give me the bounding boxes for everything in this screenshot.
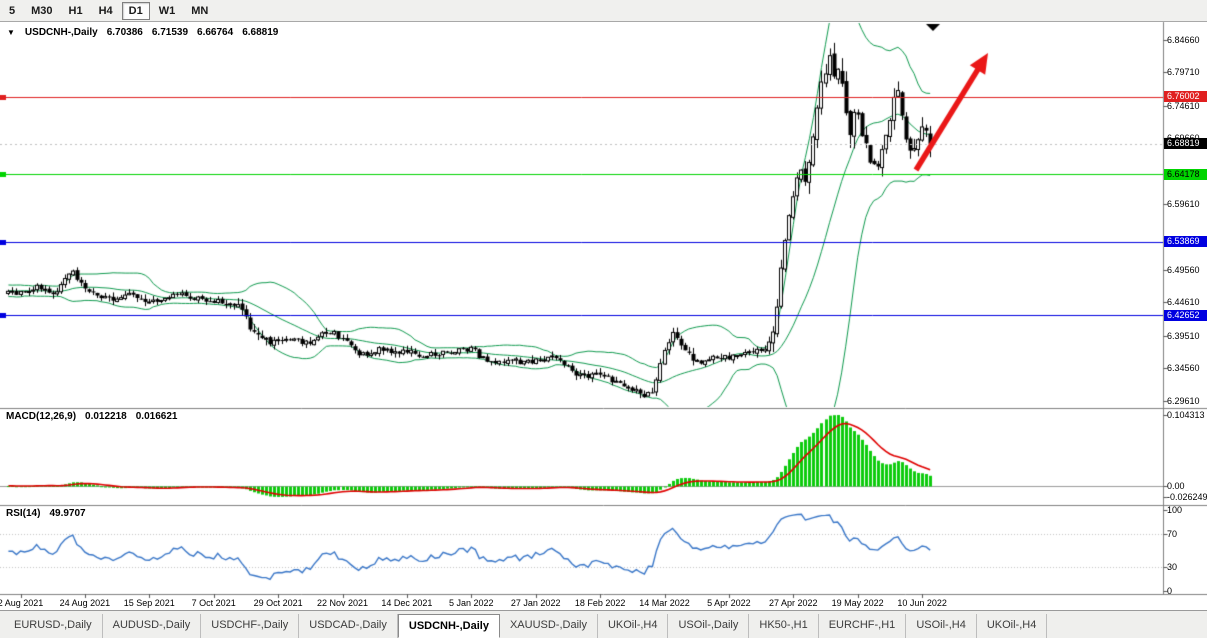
symbol-dropdown-icon[interactable]: ▼	[7, 28, 15, 37]
chart-tab-usdcnh-daily[interactable]: USDCNH-,Daily	[397, 614, 500, 638]
rsi-label: RSI(14)	[6, 508, 41, 519]
rsi-indicator-title: RSI(14) 49.9707	[6, 508, 86, 519]
chart-symbol-period: USDCNH-,Daily	[24, 27, 98, 38]
ohlc-high: 6.71539	[151, 27, 189, 38]
timeframe-button-5[interactable]: 5	[9, 4, 16, 17]
timeframe-toolbar: 5 M30 H1 H4 D1 W1 MN	[0, 0, 1207, 22]
ohlc-close: 6.68819	[242, 27, 279, 38]
chart-tab-usdcad-daily[interactable]: USDCAD-,Daily	[299, 614, 398, 638]
ohlc-open: 6.70386	[106, 27, 143, 38]
chart-tab-bar: EURUSD-,Daily AUDUSD-,Daily USDCHF-,Daily U…	[0, 610, 1207, 638]
macd-signal-value: 0.016621	[135, 411, 178, 422]
macd-main-value: 0.012218	[85, 411, 127, 422]
timeframe-button-m30[interactable]: M30	[31, 4, 53, 17]
chart-tab-usdchf-daily[interactable]: USDCHF-,Daily	[201, 614, 300, 638]
timeframe-button-d1[interactable]: D1	[121, 1, 150, 20]
macd-label: MACD(12,26,9)	[6, 411, 77, 422]
timeframe-button-h1[interactable]: H1	[68, 4, 83, 17]
chart-tab-audusd-daily[interactable]: AUDUSD-,Daily	[103, 614, 202, 638]
chart-tab-usoil-daily[interactable]: USOil-,Daily	[668, 614, 750, 638]
rsi-value: 49.9707	[49, 508, 86, 519]
chart-title: ▼ USDCNH-,Daily 6.70386 6.71539 6.66764 …	[7, 27, 278, 38]
chart-tab-eurusd-daily[interactable]: EURUSD-,Daily	[4, 614, 103, 638]
chart-tab-ukoil-h4[interactable]: UKOil-,H4	[977, 614, 1048, 638]
chart-tab-hk50-h1[interactable]: HK50-,H1	[749, 614, 819, 638]
timeframe-button-w1[interactable]: W1	[158, 4, 176, 17]
chart-tab-usoil-h4[interactable]: USOil-,H4	[906, 614, 977, 638]
chart-tab-xauusd-daily[interactable]: XAUUSD-,Daily	[500, 614, 598, 638]
timeframe-button-h4[interactable]: H4	[98, 4, 113, 17]
ohlc-low: 6.66764	[197, 27, 234, 38]
chart-tab-eurchf-h1[interactable]: EURCHF-,H1	[819, 614, 907, 638]
timeframe-button-mn[interactable]: MN	[191, 4, 209, 17]
macd-indicator-title: MACD(12,26,9) 0.012218 0.016621	[6, 411, 177, 422]
chart-tab-ukoil-h4[interactable]: UKOil-,H4	[598, 614, 669, 638]
